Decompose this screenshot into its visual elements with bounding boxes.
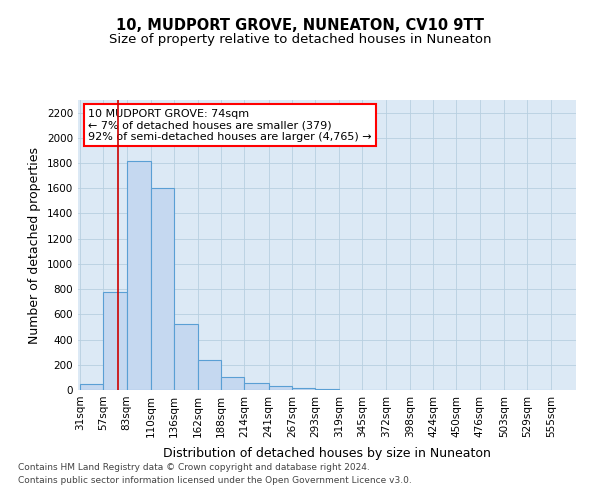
Text: Size of property relative to detached houses in Nuneaton: Size of property relative to detached ho… (109, 32, 491, 46)
Bar (151, 188, 174, 390)
Y-axis label: Number of detached properties: Number of detached properties (28, 146, 41, 344)
Bar (244, 383, 269, 390)
Text: 10, MUDPORT GROVE, NUNEATON, CV10 9TT: 10, MUDPORT GROVE, NUNEATON, CV10 9TT (116, 18, 484, 32)
Bar (174, 324, 197, 390)
Bar (197, 360, 221, 390)
Text: Contains public sector information licensed under the Open Government Licence v3: Contains public sector information licen… (18, 476, 412, 485)
Text: Distribution of detached houses by size in Nuneaton: Distribution of detached houses by size … (163, 448, 491, 460)
Bar (221, 377, 244, 390)
Bar (269, 386, 292, 390)
Bar (103, 292, 127, 390)
Bar (127, 160, 151, 390)
Bar (80, 384, 103, 390)
Bar (292, 388, 316, 390)
Text: Contains HM Land Registry data © Crown copyright and database right 2024.: Contains HM Land Registry data © Crown c… (18, 462, 370, 471)
Text: 10 MUDPORT GROVE: 74sqm
← 7% of detached houses are smaller (379)
92% of semi-de: 10 MUDPORT GROVE: 74sqm ← 7% of detached… (88, 108, 371, 142)
